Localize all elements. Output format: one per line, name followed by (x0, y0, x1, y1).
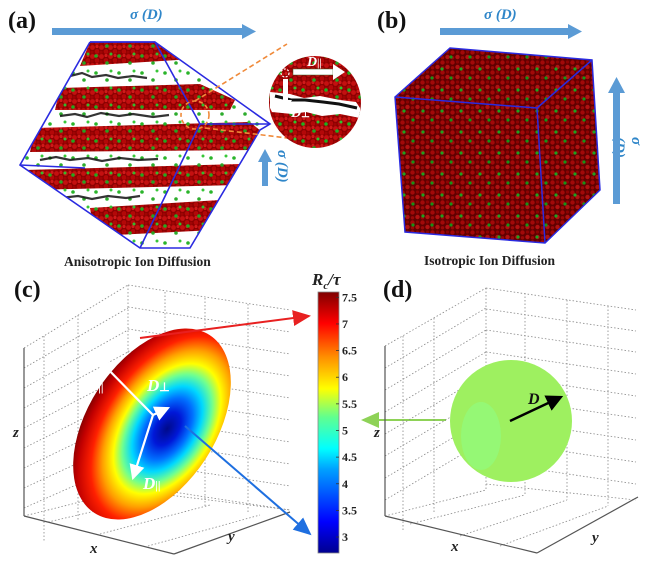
panel-c-ellipsoid (73, 328, 231, 520)
panel-b-sigma-horizontal-label: σ (D) (484, 7, 517, 23)
panel-a-label: (a) (8, 8, 36, 34)
panel-c-d-perp-label: D⊥ (146, 376, 170, 395)
colorbar-ticks: 7.5 7 6.5 6 5.5 5 4.5 4 3.5 3 (336, 290, 357, 544)
panel-c-y-axis-label: y (226, 529, 235, 545)
colorbar-gradient (317, 291, 340, 554)
panel-b-isotropic-structure (395, 48, 600, 243)
panel-d-x-axis-label: x (450, 539, 459, 555)
colorbar-tick-label: 7 (342, 317, 348, 331)
colorbar-tick-label: 5.5 (342, 397, 357, 411)
panel-a-inset-d-perp-label: D⊥ (290, 106, 310, 121)
colorbar-tick-label: 5 (342, 423, 348, 437)
panel-c-z-axis-label: z (12, 425, 19, 441)
panel-a-sigma-horizontal-label: σ (D) (130, 7, 163, 23)
panel-d-y-axis-label: y (590, 530, 599, 546)
panel-c-d-parallel-top-label: D|| (85, 376, 104, 395)
panel-a-simulation-box (18, 41, 272, 249)
panel-c-d-parallel-bottom-label: D|| (142, 474, 161, 493)
panel-a-inset-d-parallel-label: D|| (306, 55, 322, 70)
panel-a-lamellar-structure (20, 42, 270, 248)
colorbar-tick-label: 6 (342, 370, 348, 384)
panel-a-sigma-vertical-arrow (258, 149, 272, 186)
colorbar-tick-label: 4.5 (342, 450, 357, 464)
panel-b-label: (b) (377, 8, 407, 34)
panel-d-label: (d) (383, 277, 413, 303)
panel-a-sigma-horizontal-arrow (52, 24, 256, 39)
panel-b-caption: Isotropic Ion Diffusion (424, 253, 556, 268)
panel-a-inset-vectors (279, 64, 345, 110)
colorbar-tick-label: 7.5 (342, 290, 357, 304)
panel-c-label: (c) (14, 277, 41, 303)
panel-b-sigma-vertical-arrow (608, 77, 625, 204)
red-pointer-arrow (139, 310, 311, 339)
panel-b-simulation-box (394, 47, 601, 244)
colorbar-tick-label: 4 (342, 477, 348, 491)
panel-d-z-axis-label: z (373, 425, 380, 441)
panel-c-x-axis-label: x (89, 541, 98, 557)
panel-c-vectors (97, 358, 170, 481)
panel-a-caption: Anisotropic Ion Diffusion (64, 254, 211, 269)
panel-d-d-vector (509, 395, 564, 423)
panel-c-axes-lines (23, 348, 291, 555)
colorbar-tick-label: 3.5 (342, 503, 357, 517)
panel-b-sigma-horizontal-arrow (440, 24, 582, 39)
panel-d-d-label: D (527, 391, 540, 408)
colorbar-tick-label: 6.5 (342, 344, 357, 358)
panel-d-axes-lines (384, 346, 639, 554)
colorbar-title: Rc/τ (311, 270, 341, 292)
colorbar-tick-label: 3 (342, 530, 348, 544)
blue-pointer-arrow (184, 425, 312, 536)
